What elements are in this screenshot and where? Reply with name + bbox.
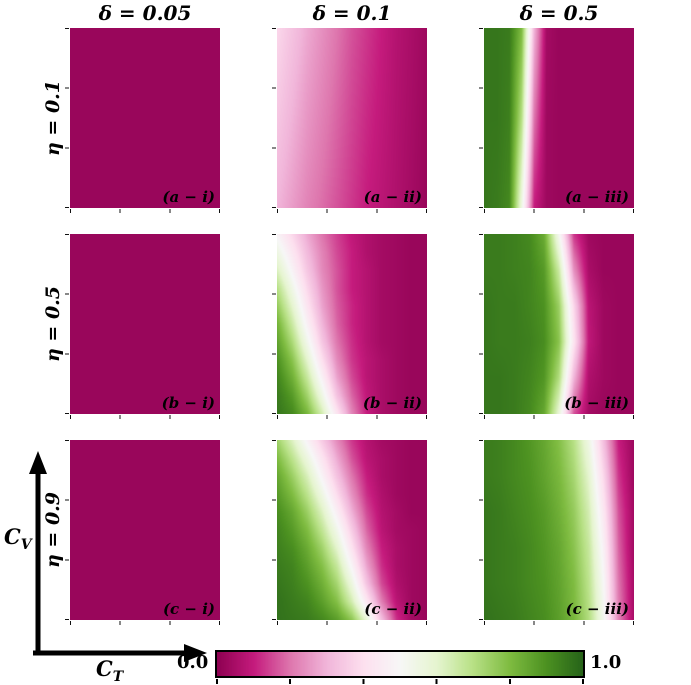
heatmap-panel-a-i: (a − i)	[65, 28, 220, 213]
x-ticks	[70, 621, 220, 625]
y-axis-label: CV	[4, 524, 32, 554]
y-axis-arrowhead-icon	[29, 451, 47, 474]
heatmap-canvas	[277, 440, 427, 620]
heatmap-panel-c-i: (c − i)	[65, 440, 220, 625]
y-ticks	[272, 440, 276, 620]
panel-label: (b − iii)	[564, 394, 629, 412]
heatmap-panel-a-ii: (a − ii)	[272, 28, 427, 213]
heatmap-panel-a-iii: (a − iii)	[479, 28, 634, 213]
colorbar-ticks	[216, 679, 584, 684]
x-ticks	[277, 621, 427, 625]
heatmap-canvas	[484, 28, 634, 208]
y-ticks	[65, 440, 69, 620]
x-axis-arrowhead-icon	[184, 644, 207, 662]
heatmap-panel-c-iii: (c − iii)	[479, 440, 634, 625]
heatmap-panel-b-ii: (b − ii)	[272, 234, 427, 419]
heatmap-canvas	[70, 234, 220, 414]
x-ticks	[70, 209, 220, 213]
y-ticks	[479, 440, 483, 620]
row-label-eta-05: η = 0.5	[42, 285, 64, 363]
col-header-delta-005: δ = 0.05	[98, 1, 192, 25]
panel-label: (b − i)	[161, 394, 215, 412]
panel-label: (c − iii)	[565, 600, 629, 618]
y-ticks	[272, 234, 276, 414]
x-ticks	[277, 209, 427, 213]
heatmap-canvas	[70, 440, 220, 620]
x-axis-label: CT	[96, 656, 124, 685]
colorbar-max-label: 1.0	[590, 652, 622, 673]
y-ticks	[65, 234, 69, 414]
heatmap-canvas	[70, 28, 220, 208]
heatmap-canvas	[484, 440, 634, 620]
y-ticks	[272, 28, 276, 208]
x-ticks	[484, 621, 634, 625]
colorbar	[215, 650, 585, 678]
heatmap-canvas	[277, 234, 427, 414]
heatmap-panel-b-i: (b − i)	[65, 234, 220, 419]
axes-arrows	[29, 451, 207, 662]
panel-label: (a − ii)	[363, 188, 422, 206]
x-ticks	[277, 415, 427, 419]
panel-label: (a − i)	[162, 188, 215, 206]
col-header-delta-01: δ = 0.1	[312, 1, 392, 25]
panel-label: (a − iii)	[564, 188, 629, 206]
x-ticks	[484, 209, 634, 213]
heatmap-panel-b-iii: (b − iii)	[479, 234, 634, 419]
heatmap-panel-c-ii: (c − ii)	[272, 440, 427, 625]
colorbar-min-label: 0.0	[177, 652, 209, 673]
panel-label: (b − ii)	[362, 394, 422, 412]
y-ticks	[65, 28, 69, 208]
panel-label: (c − ii)	[364, 600, 422, 618]
colorbar-canvas	[217, 652, 583, 676]
panel-label: (c − i)	[162, 600, 215, 618]
x-ticks	[484, 415, 634, 419]
y-ticks	[479, 28, 483, 208]
col-header-delta-05: δ = 0.5	[519, 1, 599, 25]
x-ticks	[70, 415, 220, 419]
y-ticks	[479, 234, 483, 414]
row-label-eta-01: η = 0.1	[42, 79, 64, 157]
heatmap-canvas	[484, 234, 634, 414]
heatmap-canvas	[277, 28, 427, 208]
